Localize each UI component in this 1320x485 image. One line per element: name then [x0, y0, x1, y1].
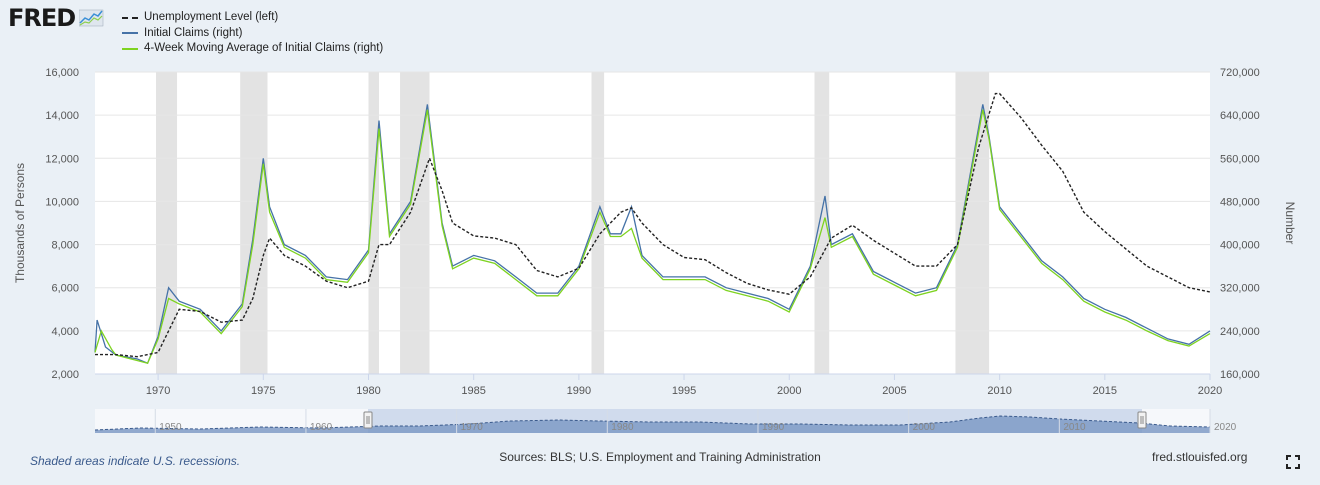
y-right-tick-label: 720,000	[1220, 67, 1260, 79]
x-tick-label: 2005	[882, 385, 906, 397]
recession-band	[240, 72, 268, 374]
y-left-tick-label: 16,000	[45, 67, 79, 79]
y-axis-left-ticks: 2,000 4,000 6,000 8,000 10,000 12,000 14,000 16…	[45, 67, 79, 381]
y-left-tick-label: 8,000	[51, 240, 79, 252]
y-right-tick-label: 400,000	[1220, 240, 1260, 252]
recession-band	[156, 72, 178, 374]
recession-note: Shaded areas indicate U.S. recessions.	[30, 454, 241, 468]
navigator-left-handle[interactable]	[363, 411, 373, 429]
x-axis-ticks: 1970 1975 1980 1985 1990 1995 2000 2005 2010 2015…	[95, 373, 1222, 397]
legend-label: Unemployment Level (left)	[144, 11, 279, 23]
navigator-tick-label: 1980	[611, 422, 634, 433]
navigator-right-handle[interactable]	[1137, 411, 1147, 429]
recession-bands	[156, 72, 990, 374]
fullscreen-icon[interactable]	[1286, 455, 1300, 469]
series-lines	[94, 92, 1211, 365]
navigator-ticks: 1950 1960 1970 1980 1990 2000 2010 2020	[154, 409, 1237, 433]
y-axis-right-label: Number	[1283, 202, 1297, 245]
x-tick-label: 1985	[461, 385, 485, 397]
navigator-tick-label: 1970	[461, 422, 484, 433]
range-navigator[interactable]: 1950 1960 1970 1980 1990 2000 2010 2020	[94, 409, 1237, 433]
legend-label: 4-Week Moving Average of Initial Claims …	[144, 42, 384, 54]
y-right-tick-label: 480,000	[1220, 196, 1260, 208]
main-chart[interactable]: 1970 1975 1980 1985 1990 1995 2000 2005 2010 2015…	[0, 0, 1320, 440]
y-right-tick-label: 160,000	[1220, 369, 1260, 381]
y-left-tick-label: 14,000	[45, 110, 79, 122]
y-left-tick-label: 4,000	[51, 326, 79, 338]
navigator-tick-label: 2010	[1063, 422, 1086, 433]
y-left-tick-label: 12,000	[45, 153, 79, 165]
x-tick-label: 1970	[146, 385, 170, 397]
navigator-tick-label: 2000	[913, 422, 936, 433]
legend-swatch-dashed	[122, 16, 138, 19]
recession-band	[368, 72, 380, 374]
y-left-tick-label: 2,000	[51, 369, 79, 381]
x-tick-label: 2015	[1093, 385, 1117, 397]
y-left-tick-label: 10,000	[45, 196, 79, 208]
legend-item-initial-claims[interactable]: Initial Claims (right)	[122, 26, 383, 42]
y-axis-left-label: Thousands of Persons	[13, 163, 27, 283]
recession-band	[591, 72, 605, 374]
logo-text: FRED	[8, 4, 76, 32]
legend-swatch-green	[122, 47, 138, 50]
y-right-tick-label: 240,000	[1220, 326, 1260, 338]
y-right-tick-label: 640,000	[1220, 110, 1260, 122]
navigator-line	[94, 415, 1211, 431]
legend-item-unemployment[interactable]: Unemployment Level (left)	[122, 10, 383, 26]
chart-legend: Unemployment Level (left) Initial Claims…	[122, 10, 383, 57]
series-line-2	[94, 109, 1211, 364]
fred-logo: FRED	[8, 4, 105, 32]
plot-area	[95, 72, 1210, 374]
series-line-0	[95, 92, 1211, 358]
legend-label: Initial Claims (right)	[144, 26, 243, 39]
navigator-area	[95, 416, 1210, 433]
legend-item-moving-average[interactable]: 4-Week Moving Average of Initial Claims …	[122, 41, 383, 57]
legend-swatch-blue	[122, 32, 138, 35]
x-tick-label: 1995	[672, 385, 696, 397]
source-url[interactable]: fred.stlouisfed.org	[1152, 450, 1248, 464]
x-tick-label: 2000	[777, 385, 801, 397]
fred-trend-icon	[79, 9, 104, 27]
sources-text: Sources: BLS; U.S. Employment and Traini…	[499, 450, 821, 464]
navigator-tick-label: 1960	[310, 422, 333, 433]
navigator-tick-label: 1950	[159, 422, 182, 433]
x-tick-label: 1975	[251, 385, 275, 397]
y-right-tick-label: 560,000	[1220, 153, 1260, 165]
navigator-tick-label: 2020	[1214, 422, 1237, 433]
y-left-tick-label: 6,000	[51, 283, 79, 295]
x-tick-label: 1990	[567, 385, 591, 397]
x-tick-label: 1980	[356, 385, 380, 397]
recession-band	[814, 72, 830, 374]
y-axis-right-ticks: 160,000 240,000 320,000 400,000 480,000 560,0…	[1220, 67, 1260, 381]
navigator-tick-label: 1990	[762, 422, 785, 433]
y-right-tick-label: 320,000	[1220, 283, 1260, 295]
gridlines	[95, 71, 1210, 375]
x-tick-label: 2020	[1198, 385, 1222, 397]
x-tick-label: 2010	[987, 385, 1011, 397]
